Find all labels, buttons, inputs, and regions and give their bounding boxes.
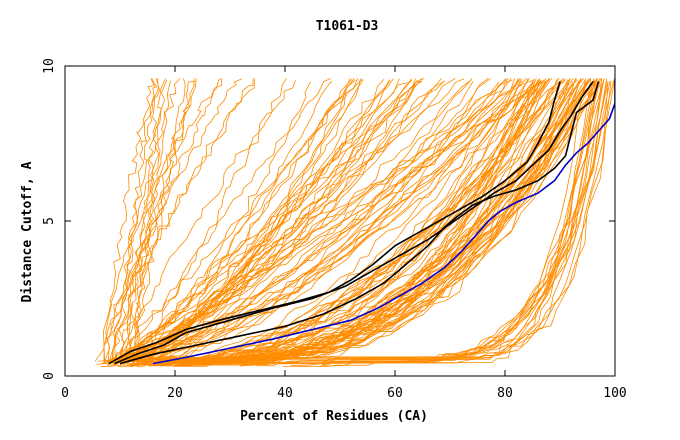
- reference-3-curve: [119, 81, 600, 365]
- best-model-curve: [152, 78, 615, 365]
- model-curve: [123, 78, 195, 361]
- model-curve: [137, 78, 288, 362]
- y-tick-label: 0: [42, 372, 57, 380]
- model-curve: [293, 78, 615, 360]
- model-curve: [174, 79, 566, 362]
- model-curve: [111, 78, 422, 359]
- model-curve: [123, 78, 332, 363]
- y-axis-label: Distance Cutoff, A: [20, 161, 35, 302]
- y-tick-label: 10: [42, 58, 57, 74]
- model-curves: [94, 78, 615, 368]
- model-curve: [106, 81, 311, 366]
- y-axis: 0 5 10: [42, 58, 615, 380]
- x-tick-label: 100: [603, 386, 626, 401]
- model-curve: [239, 78, 605, 367]
- model-curve: [106, 79, 545, 362]
- model-curve: [110, 78, 416, 362]
- chart-title: T1061-D3: [316, 19, 379, 34]
- model-curve: [167, 78, 598, 367]
- model-curve: [132, 78, 361, 362]
- model-curve: [130, 78, 491, 367]
- model-curve: [146, 80, 548, 362]
- x-axis-label: Percent of Residues (CA): [240, 409, 428, 424]
- model-curve: [94, 78, 255, 362]
- model-curve: [107, 78, 512, 366]
- reference-2-curve: [108, 81, 561, 365]
- model-curve: [118, 78, 157, 360]
- model-curve: [108, 78, 160, 363]
- model-curve: [133, 80, 196, 364]
- model-curve: [165, 78, 595, 363]
- x-tick-label: 0: [61, 386, 69, 401]
- model-curve: [152, 78, 584, 366]
- model-curve: [138, 81, 534, 365]
- model-curve: [119, 79, 418, 361]
- highlighted-curves: [108, 78, 615, 365]
- model-curve: [112, 78, 197, 361]
- model-curve: [122, 78, 159, 365]
- model-curve: [113, 78, 254, 362]
- model-curve: [111, 79, 536, 364]
- y-tick-label: 5: [42, 217, 57, 225]
- model-curve: [106, 78, 425, 364]
- model-curve: [108, 78, 242, 363]
- x-axis: 0 20 40 60 80 100: [61, 66, 627, 401]
- model-curve: [111, 78, 363, 361]
- x-tick-label: 60: [387, 386, 403, 401]
- model-curve: [105, 78, 155, 367]
- model-curve: [125, 81, 539, 362]
- model-curve: [118, 80, 296, 363]
- x-tick-label: 80: [497, 386, 513, 401]
- reference-1-curve: [114, 81, 594, 365]
- model-curve: [172, 78, 590, 367]
- model-curve: [173, 79, 563, 362]
- x-tick-label: 40: [277, 386, 293, 401]
- model-curve: [152, 78, 530, 366]
- model-curve: [256, 80, 597, 367]
- x-tick-label: 20: [167, 386, 183, 401]
- model-curve: [148, 78, 582, 360]
- model-curve: [323, 78, 602, 366]
- model-curve: [123, 80, 422, 364]
- model-curve: [139, 79, 356, 365]
- model-curve: [131, 80, 446, 361]
- model-curve: [115, 78, 167, 362]
- model-curve: [174, 81, 587, 366]
- model-curve: [104, 78, 181, 363]
